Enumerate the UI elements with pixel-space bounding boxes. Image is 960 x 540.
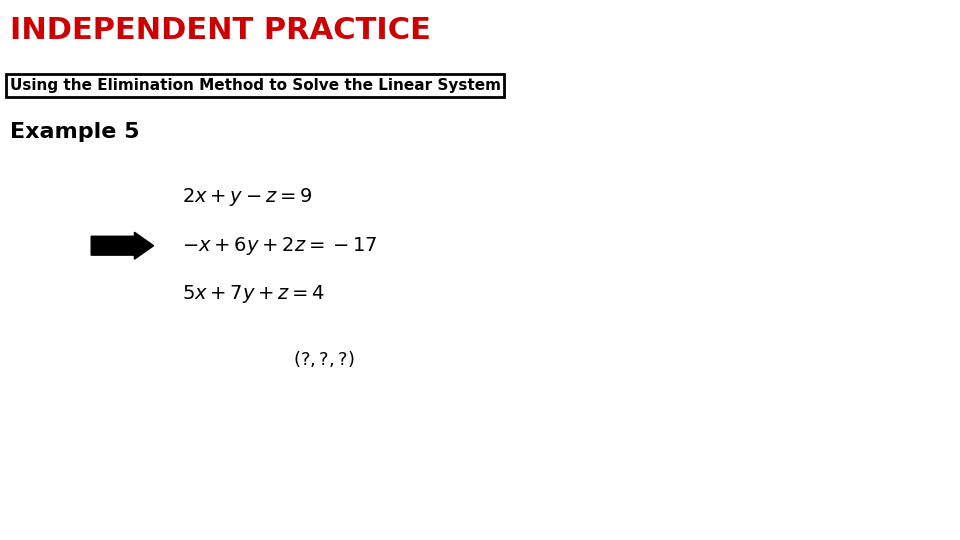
Text: Using the Elimination Method to Solve the Linear System: Using the Elimination Method to Solve th… bbox=[10, 78, 500, 93]
Text: $5x+7y+z=4$: $5x+7y+z=4$ bbox=[182, 284, 325, 305]
Text: $-x+6y+2z=-17$: $-x+6y+2z=-17$ bbox=[182, 235, 378, 256]
Text: $(?,?,?)$: $(?,?,?)$ bbox=[293, 349, 354, 369]
FancyArrow shape bbox=[91, 232, 154, 259]
Text: INDEPENDENT PRACTICE: INDEPENDENT PRACTICE bbox=[10, 16, 430, 45]
Text: Example 5: Example 5 bbox=[10, 122, 139, 141]
Text: $2x+y-z=9$: $2x+y-z=9$ bbox=[182, 186, 313, 208]
